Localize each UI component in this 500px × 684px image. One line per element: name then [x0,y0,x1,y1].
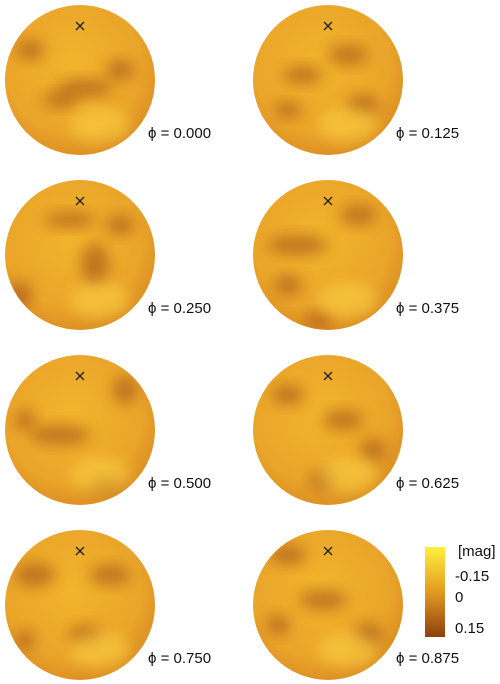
colorbar-tick: 0 [455,589,463,606]
phase-label: ϕ = 0.625 [396,475,459,492]
spot [42,92,78,108]
colorbar-title: [mag] [458,543,496,560]
highlight [318,457,378,493]
panel: ϕ = 0.500 [5,355,211,505]
spot [323,410,363,430]
phase-label: ϕ = 0.875 [396,650,459,667]
spot [268,235,328,255]
phase-label: ϕ = 0.125 [396,125,459,142]
spot [272,385,304,405]
spot [283,66,323,84]
spot [340,205,376,225]
highlight [70,282,130,318]
panel: ϕ = 0.375 [253,180,459,330]
spot [299,590,347,610]
highlight [70,107,130,143]
spot [106,215,134,235]
spot [328,45,368,65]
spot [57,79,113,97]
spot [361,438,385,462]
phase-label: ϕ = 0.750 [148,650,211,667]
pole-marker [75,546,85,556]
pole-marker [323,21,333,31]
phase-label: ϕ = 0.250 [148,300,211,317]
pole-marker [323,546,333,556]
spot [304,312,332,328]
spot [16,40,44,60]
spots [274,45,379,143]
panel: ϕ = 0.000 [5,5,211,155]
spot [274,275,302,295]
spot [90,565,130,585]
spot [44,212,96,228]
spot [106,60,134,80]
phase-label: ϕ = 0.000 [148,125,211,142]
spots [272,385,385,493]
pole-marker [75,196,85,206]
spot [270,545,306,565]
highlight [318,632,378,668]
phase-label: ϕ = 0.375 [396,300,459,317]
spots [15,563,130,668]
panel: ϕ = 0.250 [5,180,211,330]
highlight [318,282,378,318]
spot [8,281,32,309]
spot [15,630,35,650]
pole-marker [75,371,85,381]
highlight [318,107,378,143]
pole-marker [323,196,333,206]
panel: ϕ = 0.875 [253,530,459,680]
highlight [70,457,130,493]
pole-marker [323,371,333,381]
colorbar-tick: -0.15 [455,568,489,585]
spot [274,102,302,118]
pole-marker [75,21,85,31]
spot [30,425,90,445]
spots [266,545,382,668]
spot [15,563,55,587]
spots [268,205,378,328]
spot [15,410,35,430]
spots [15,376,137,493]
spot [266,615,290,635]
highlight [70,632,130,668]
panel: ϕ = 0.625 [253,355,459,505]
phase-label: ϕ = 0.500 [148,475,211,492]
colorbar-tick: 0.15 [455,620,484,637]
panel: ϕ = 0.750 [5,530,211,680]
colorbar [425,547,445,637]
spots [16,40,134,143]
spot [113,376,137,404]
panel: ϕ = 0.125 [253,5,459,155]
spot [81,243,109,287]
